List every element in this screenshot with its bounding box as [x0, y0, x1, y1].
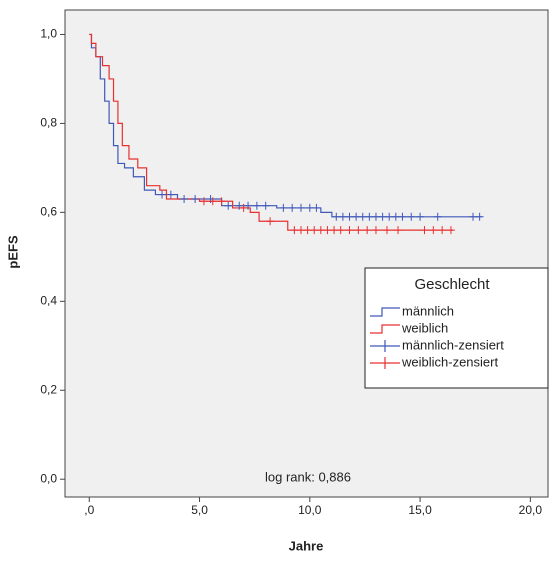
censor-mark: [416, 212, 425, 221]
censor-mark: [336, 226, 345, 235]
legend-swatch: [370, 357, 400, 369]
censor-mark: [266, 217, 275, 226]
censor-mark: [398, 212, 407, 221]
censor-mark: [354, 226, 363, 235]
censor-mark: [446, 226, 455, 235]
x-axis-label: Jahre: [289, 538, 324, 553]
y-tick-label: 0,6: [40, 205, 57, 219]
legend-label: weiblich-zensiert: [401, 354, 498, 369]
censor-mark: [433, 212, 442, 221]
legend-swatch: [370, 307, 400, 317]
censor-mark: [180, 195, 189, 204]
x-tick-label: 15,0: [408, 503, 432, 517]
y-tick-label: 0,2: [40, 382, 57, 396]
censor-mark: [252, 201, 261, 210]
x-tick-label: 20,0: [519, 503, 543, 517]
legend-label: männlich: [402, 303, 454, 318]
censor-mark: [158, 190, 167, 199]
legend-title: Geschlecht: [414, 276, 490, 293]
censor-mark: [475, 212, 484, 221]
censor-mark: [312, 203, 321, 212]
censor-mark: [261, 201, 270, 210]
censor-mark: [279, 203, 288, 212]
censor-mark: [438, 226, 447, 235]
plot-area: [64, 9, 549, 498]
censor-mark: [345, 226, 354, 235]
legend-label: weiblich: [401, 320, 448, 335]
y-tick-label: 1,0: [40, 27, 57, 41]
annotation: log rank: 0,886: [265, 469, 351, 484]
censor-mark: [166, 190, 175, 199]
censor-mark: [420, 226, 429, 235]
censor-mark: [407, 212, 416, 221]
legend-swatch: [370, 324, 400, 334]
censor-mark: [208, 197, 217, 206]
censor-mark: [199, 197, 208, 206]
x-tick-label: 5,0: [191, 503, 208, 517]
x-tick-label: 10,0: [298, 503, 322, 517]
censor-mark: [191, 195, 200, 204]
censor-mark: [235, 201, 244, 210]
censor-mark: [296, 203, 305, 212]
y-tick-label: 0,8: [40, 116, 57, 130]
survival-curve: [89, 33, 482, 218]
censor-mark: [383, 226, 391, 235]
legend: [364, 267, 549, 389]
censor-mark: [394, 226, 403, 235]
legend-label: männlich-zensiert: [402, 337, 504, 352]
y-tick-label: 0,4: [40, 293, 57, 307]
y-axis-label: pEFS: [5, 235, 20, 269]
censor-mark: [224, 201, 233, 210]
censor-mark: [217, 197, 226, 206]
censor-mark: [244, 201, 253, 210]
censor-mark: [363, 226, 372, 235]
x-tick-label: ,0: [84, 503, 94, 517]
censor-mark: [288, 203, 297, 212]
censor-mark: [239, 203, 248, 212]
legend-swatch: [370, 340, 400, 352]
y-tick-label: 0,0: [40, 471, 57, 485]
censor-mark: [371, 226, 380, 235]
censor-mark: [429, 226, 438, 235]
survival-curve: [89, 33, 454, 231]
